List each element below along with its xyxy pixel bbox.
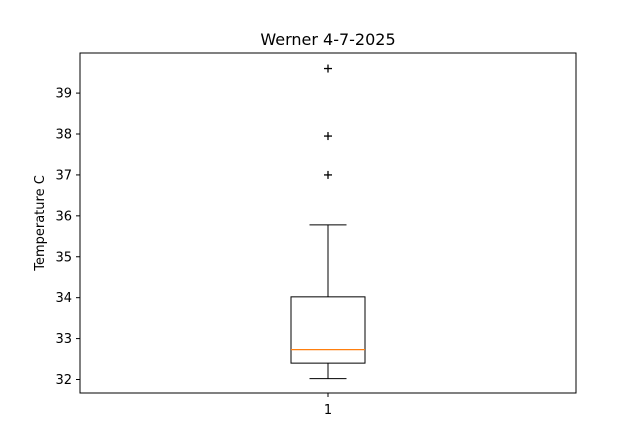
y-tick-label: 38 xyxy=(55,128,72,143)
flier-point xyxy=(324,64,332,73)
box-series xyxy=(290,64,366,380)
y-axis-label: Temperature C xyxy=(33,175,48,272)
y-tick-label: 39 xyxy=(55,87,72,102)
interquartile-box xyxy=(290,296,366,364)
y-tick-label: 34 xyxy=(55,291,72,306)
y-tick-label: 35 xyxy=(55,250,72,265)
x-tick-label: 1 xyxy=(324,403,332,418)
flier-point xyxy=(324,132,332,141)
chart-title: Werner 4-7-2025 xyxy=(260,30,395,49)
y-axis: 32 33 34 35 36 37 38 39 xyxy=(55,87,80,388)
y-tick-label: 32 xyxy=(55,373,72,388)
y-tick-label: 37 xyxy=(55,168,72,183)
x-axis: 1 xyxy=(324,393,332,418)
y-tick-label: 33 xyxy=(55,332,72,347)
plot-area-frame xyxy=(79,52,577,394)
flier-point xyxy=(324,170,332,179)
y-tick-label: 36 xyxy=(55,209,72,224)
